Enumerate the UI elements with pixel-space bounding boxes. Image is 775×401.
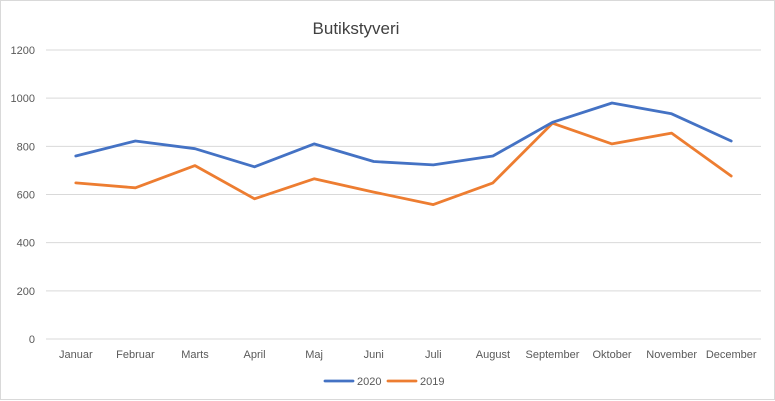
legend-label-2020: 2020 [357, 376, 381, 388]
y-tick-label: 1000 [11, 93, 35, 105]
x-tick-label: November [646, 349, 697, 361]
x-tick-label: Juni [364, 349, 384, 361]
x-tick-label: August [476, 349, 510, 361]
y-tick-label: 0 [29, 334, 35, 346]
series-lines [74, 101, 733, 207]
x-tick-label: Marts [181, 349, 209, 361]
gridlines [46, 49, 761, 340]
x-tick-label: Oktober [592, 349, 631, 361]
series-line-2020 [74, 101, 733, 169]
legend-label-2019: 2019 [420, 376, 444, 388]
x-axis-ticks: Januar Februar Marts April Maj Juni Juli August… [59, 349, 757, 361]
x-tick-label: September [526, 349, 580, 361]
series-line-2019 [74, 121, 733, 207]
x-tick-label: Januar [59, 349, 93, 361]
y-axis-ticks: 0 200 400 600 800 1000 1200 [11, 45, 35, 346]
x-tick-label: December [706, 349, 757, 361]
y-tick-label: 600 [17, 190, 35, 202]
x-tick-label: Juli [425, 349, 442, 361]
x-tick-label: Februar [116, 349, 155, 361]
x-tick-label: April [244, 349, 266, 361]
y-tick-label: 200 [17, 286, 35, 298]
legend: 2020 2019 [323, 376, 444, 388]
y-tick-label: 400 [17, 238, 35, 250]
x-tick-label: Maj [305, 349, 323, 361]
y-tick-label: 800 [17, 141, 35, 153]
chart-title: Butikstyveri [312, 19, 400, 38]
y-tick-label: 1200 [11, 45, 35, 57]
